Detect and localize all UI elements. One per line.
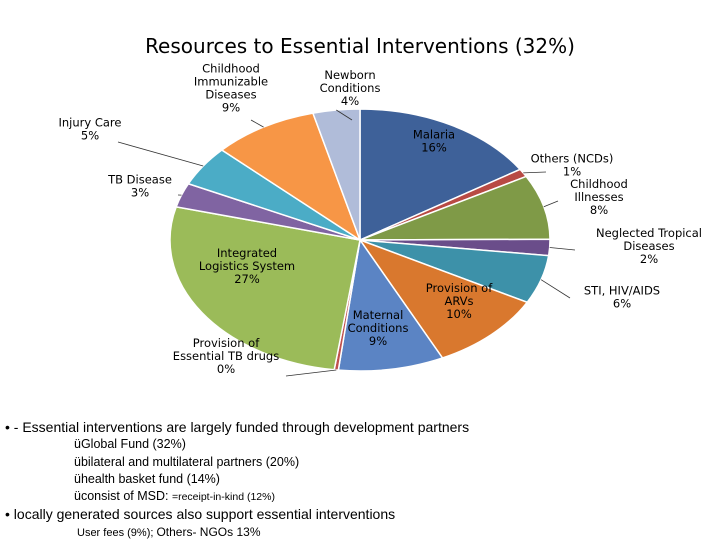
slice-label: Childhood Immunizable Diseases 9% (194, 62, 268, 115)
slice-label: Provision of Essential TB drugs 0% (173, 336, 279, 376)
chart-title: Resources to Essential Interventions (32… (145, 34, 575, 58)
slice-label: Provision of ARVs 10% (426, 281, 493, 321)
slice-label: Injury Care 5% (59, 116, 122, 143)
check-icon: ü (74, 437, 81, 451)
main-bullet-text: - Essential interventions are largely fu… (13, 419, 470, 435)
leader-line (285, 369, 337, 377)
slice-label: STI, HIV/AIDS 6% (584, 284, 660, 311)
leader-line (117, 141, 204, 167)
sub-item-basket: ühealth basket fund (14%) (74, 472, 220, 486)
third-line: User fees (9%); Others- NGOs 13% (77, 525, 261, 539)
sub-item-text: bilateral and multilateral partners (20%… (80, 455, 300, 469)
slice-label: Neglected Tropical Diseases 2% (596, 226, 702, 266)
slice-label: Others (NCDs) 1% (531, 152, 614, 179)
sub-item-text: consist of MSD: (80, 489, 172, 503)
user-fees-text: User fees (9%); (77, 527, 157, 539)
main-bullet: • - Essential interventions are largely … (5, 419, 469, 435)
leader-line (540, 279, 571, 299)
check-icon: ü (74, 489, 81, 503)
pie-slice (220, 112, 362, 242)
slice-label: Maternal Conditions 9% (348, 308, 409, 348)
slice-label: Childhood Illnesses 8% (570, 177, 628, 217)
sub-item-suffix: =receipt-in-kind (12%) (171, 491, 275, 503)
sub-item-msd: üconsist of MSD: =receipt-in-kind (12%) (74, 489, 275, 503)
pie-slice (169, 205, 361, 371)
slice-label: Malaria 16% (413, 128, 455, 155)
check-icon: ü (74, 472, 81, 486)
pie-chart: Malaria 16% Others (NCDs) 1%Childhood Illnes… (59, 62, 702, 377)
sub-item-text: Global Fund (32%) (80, 437, 186, 451)
leader-line (543, 200, 559, 208)
pie-slice (359, 108, 522, 242)
leader-line (523, 171, 547, 174)
slice-label: TB Disease 3% (107, 173, 172, 200)
leader-line (549, 247, 576, 251)
pie-slice (359, 175, 551, 241)
sub-item-bilateral: übilateral and multilateral partners (20… (74, 455, 299, 469)
second-bullet: • locally generated sources also support… (5, 506, 396, 522)
slice-label: Integrated Logistics System 27% (199, 246, 295, 286)
bullet-marker: • (5, 419, 10, 435)
pie-slice (337, 238, 444, 372)
others-text: Others- NGOs 13% (156, 525, 261, 539)
check-icon: ü (74, 455, 81, 469)
pie-slice (358, 238, 529, 359)
leader-line (336, 109, 353, 121)
sub-item-global-fund: üGlobal Fund (32%) (74, 437, 186, 451)
slice-label: Newborn Conditions 4% (320, 68, 381, 108)
leader-line (250, 119, 264, 128)
sub-item-text: health basket fund (14%) (80, 472, 220, 486)
